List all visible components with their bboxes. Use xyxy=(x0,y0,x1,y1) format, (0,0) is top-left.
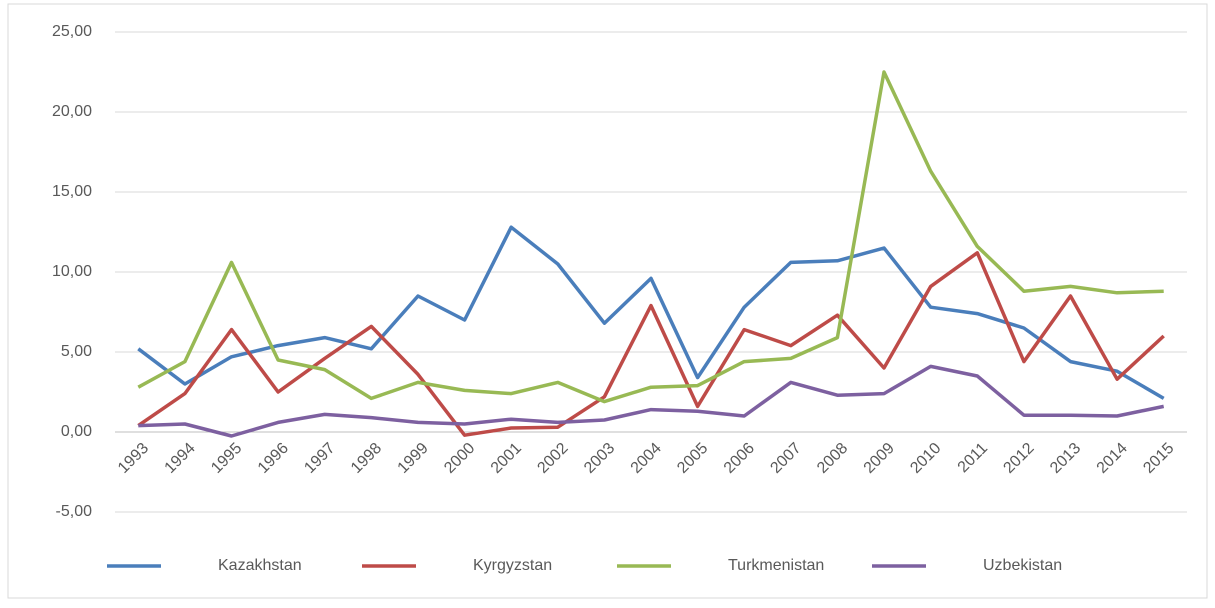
y-tick-label: 25,00 xyxy=(52,23,92,40)
y-tick-label: 15,00 xyxy=(52,183,92,200)
series-line xyxy=(137,225,1165,400)
y-tick-label: 10,00 xyxy=(52,263,92,280)
series-line xyxy=(138,364,1165,438)
chart-frame xyxy=(7,3,1208,599)
y-tick-label: -5,00 xyxy=(56,503,93,520)
legend-label: Uzbekistan xyxy=(983,557,1062,574)
series-line xyxy=(137,251,1165,437)
y-tick-label: 5,00 xyxy=(61,343,92,360)
legend-label: Kazakhstan xyxy=(218,557,302,574)
y-tick-label: 20,00 xyxy=(52,103,92,120)
series-line xyxy=(137,70,1164,404)
y-tick-label: 0,00 xyxy=(61,423,92,440)
legend-label: Turkmenistan xyxy=(728,557,824,574)
legend-label: Kyrgyzstan xyxy=(473,557,552,574)
